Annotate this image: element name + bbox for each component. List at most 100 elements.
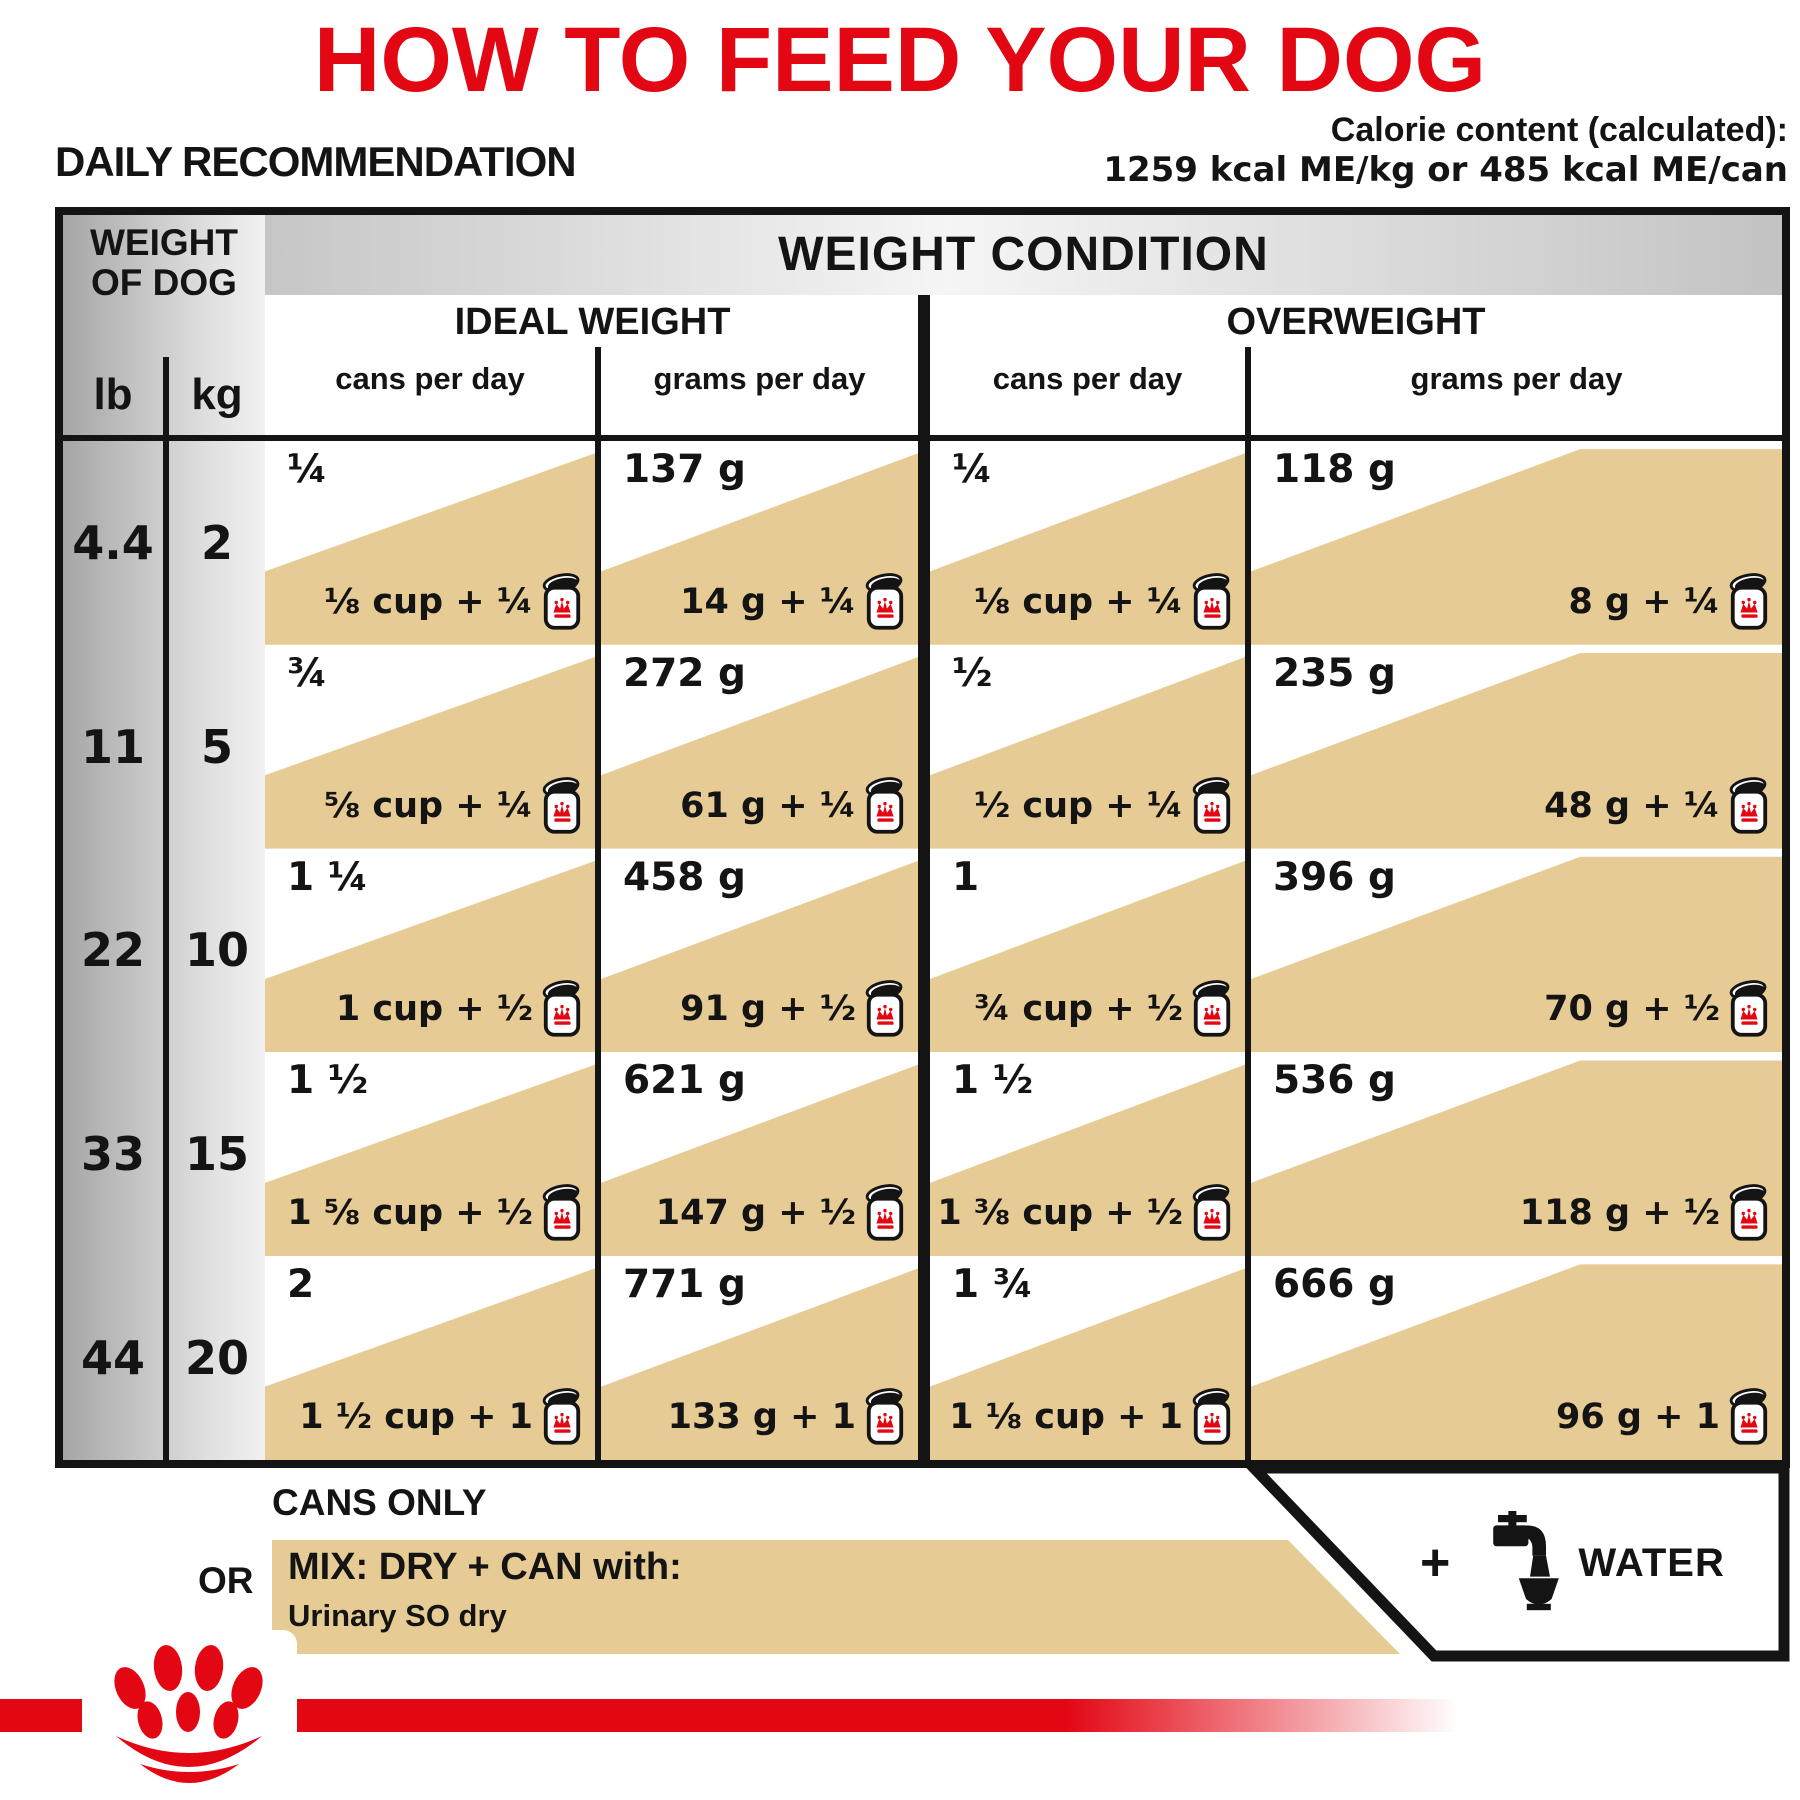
overweight-cans-cell: ½ ½ cup + ¼: [930, 645, 1245, 849]
table-row: 44 20 2 1 ½ cup + 1 771 g 133 g + 1 1 ¾ 1 ⅛ c…: [63, 1256, 1782, 1460]
ideal-cans-cell: 1 ½ 1 ⅝ cup + ½: [265, 1052, 595, 1257]
can-icon: [542, 572, 581, 630]
ideal-grams-cell: 771 g 133 g + 1: [601, 1256, 918, 1460]
cans-only-value: 621 g: [623, 1058, 746, 1104]
weight-kg-value: 5: [200, 719, 233, 774]
mix-legend-line-2: Urinary SO dry: [288, 1598, 507, 1633]
cans-only-value: ¾: [287, 650, 328, 696]
cans-only-value: 235 g: [1273, 650, 1396, 696]
cans-only-value: 118 g: [1273, 447, 1396, 492]
mix-value: 147 g + ½: [656, 1184, 906, 1242]
royal-canin-paw-logo: [82, 1630, 297, 1798]
cans-only-value: 666 g: [1273, 1262, 1396, 1308]
overweight-grams-cell: 666 g 96 g + 1: [1251, 1256, 1782, 1460]
mix-value: 1 ½ cup + 1: [299, 1388, 583, 1446]
weight-lb-value: 4.4: [72, 515, 154, 570]
ideal-grams-cell: 137 g 14 g + ¼: [601, 441, 918, 645]
cans-only-value: ½: [952, 650, 993, 696]
plus-sign: +: [1420, 1534, 1451, 1592]
mix-amount: 96 g + 1: [1556, 1396, 1720, 1437]
ideal-grams-column-header: grams per day: [653, 361, 866, 396]
ideal-grams-cell: 621 g 147 g + ½: [601, 1052, 918, 1257]
mix-amount: 1 ½ cup + 1: [299, 1396, 533, 1437]
cans-only-value: 1 ½: [952, 1058, 1034, 1104]
mix-amount: 147 g + ½: [655, 1193, 856, 1234]
table-row: 22 10 1 ¼ 1 cup + ½ 458 g 91 g + ½ 1 ¾ cup + …: [63, 849, 1782, 1053]
mix-amount: ¾ cup + ½: [973, 989, 1183, 1030]
mix-amount: 48 g + ¼: [1544, 785, 1720, 826]
overweight-cans-column-header: cans per day: [992, 361, 1183, 396]
weight-kg-value: 20: [184, 1331, 249, 1386]
can-icon: [1192, 1388, 1231, 1445]
can-icon: [1729, 776, 1768, 834]
overweight-cans-cell: 1 ¾ cup + ½: [930, 849, 1245, 1053]
table-row: 33 15 1 ½ 1 ⅝ cup + ½ 621 g 147 g + ½ 1 ½ 1 ⅜…: [63, 1052, 1782, 1257]
cans-only-value: 2: [287, 1262, 315, 1308]
can-icon: [1192, 572, 1231, 630]
lb-kg-divider: [163, 357, 169, 1460]
calorie-line-2: 1259 kcal ME/kg or 485 kcal ME/can: [1103, 150, 1788, 190]
mix-value: 1 ⅝ cup + ½: [287, 1184, 583, 1242]
ideal-cans-grams-divider: [595, 347, 601, 1460]
can-icon: [542, 1388, 581, 1445]
feeding-table: WEIGHT OF DOG lb kg WEIGHT CONDITION IDE…: [55, 207, 1790, 1468]
ideal-cans-column-header: cans per day: [335, 361, 525, 396]
mix-value: ⅛ cup + ¼: [323, 572, 583, 631]
weight-kg-value: 2: [200, 515, 233, 570]
overweight-cans-cell: ¼ ⅛ cup + ¼: [930, 441, 1245, 645]
weight-condition-header: WEIGHT CONDITION: [778, 228, 1269, 281]
page-title: HOW TO FEED YOUR DOG: [313, 9, 1487, 111]
can-icon: [865, 980, 904, 1038]
mix-value: ⅝ cup + ¼: [324, 776, 583, 835]
mix-value: 14 g + ¼: [680, 572, 906, 631]
calorie-content: Calorie content (calculated): 1259 kcal …: [1103, 110, 1788, 190]
ideal-cans-cell: 1 ¼ 1 cup + ½: [265, 849, 595, 1053]
mix-amount: ⅛ cup + ¼: [323, 581, 533, 622]
cans-only-value: ¼: [952, 447, 993, 492]
mix-amount: 1 ⅛ cup + 1: [949, 1396, 1183, 1437]
mix-value: 133 g + 1: [668, 1388, 906, 1446]
mix-value: 70 g + ½: [1544, 980, 1770, 1038]
mix-value: ⅛ cup + ¼: [974, 572, 1233, 631]
mix-legend-line-1: MIX: DRY + CAN with:: [288, 1546, 682, 1588]
can-icon: [542, 1184, 581, 1241]
can-icon: [1192, 776, 1231, 834]
mix-value: 1 cup + ½: [336, 980, 583, 1038]
overweight-grams-cell: 235 g 48 g + ¼: [1251, 645, 1782, 849]
mix-amount: ½ cup + ¼: [973, 785, 1183, 826]
mix-amount: 8 g + ¼: [1568, 581, 1720, 622]
lb-column-header: lb: [93, 370, 133, 419]
ideal-grams-cell: 272 g 61 g + ¼: [601, 645, 918, 849]
table-body: 4.4 2 ¼ ⅛ cup + ¼ 137 g 14 g + ¼ ¼ ⅛ cup + ¼ 1…: [63, 441, 1782, 1460]
overweight-grams-column-header: grams per day: [1410, 361, 1623, 396]
cans-only-value: 771 g: [623, 1262, 746, 1308]
cans-only-value: 458 g: [623, 854, 746, 900]
can-icon: [1192, 1184, 1231, 1241]
header-separator-line: [63, 435, 1782, 441]
condition-header-band: [265, 215, 1782, 295]
overweight-header: OVERWEIGHT: [1226, 301, 1486, 343]
mix-amount: 1 ⅜ cup + ½: [937, 1193, 1183, 1234]
can-icon: [1729, 1184, 1768, 1241]
cans-only-label: CANS ONLY: [272, 1482, 487, 1523]
mix-value: ½ cup + ¼: [973, 776, 1233, 835]
overweight-grams-cell: 118 g 8 g + ¼: [1251, 441, 1782, 645]
weight-lb-value: 33: [80, 1127, 145, 1182]
can-icon: [1729, 980, 1768, 1038]
mix-value: 48 g + ¼: [1544, 776, 1770, 835]
section-heading: DAILY RECOMMENDATION: [55, 138, 577, 185]
cans-only-value: 272 g: [623, 650, 746, 696]
mix-value: 118 g + ½: [1520, 1184, 1770, 1242]
can-icon: [1729, 1388, 1768, 1445]
ideal-cans-cell: ¾ ⅝ cup + ¼: [265, 645, 595, 849]
mix-amount: 14 g + ¼: [680, 581, 856, 622]
weight-of-dog-header: WEIGHT OF DOG: [90, 222, 238, 303]
can-icon: [542, 980, 581, 1038]
overweight-cans-cell: 1 ¾ 1 ⅛ cup + 1: [930, 1256, 1245, 1460]
overweight-cans-cell: 1 ½ 1 ⅜ cup + ½: [930, 1052, 1245, 1257]
mix-legend-bar: MIX: DRY + CAN with: Urinary SO dry: [272, 1540, 1400, 1654]
water-panel: [1241, 1462, 1790, 1662]
mix-value: 96 g + 1: [1556, 1388, 1770, 1446]
mix-amount: 61 g + ¼: [680, 785, 856, 826]
cans-only-value: 1: [952, 854, 980, 900]
